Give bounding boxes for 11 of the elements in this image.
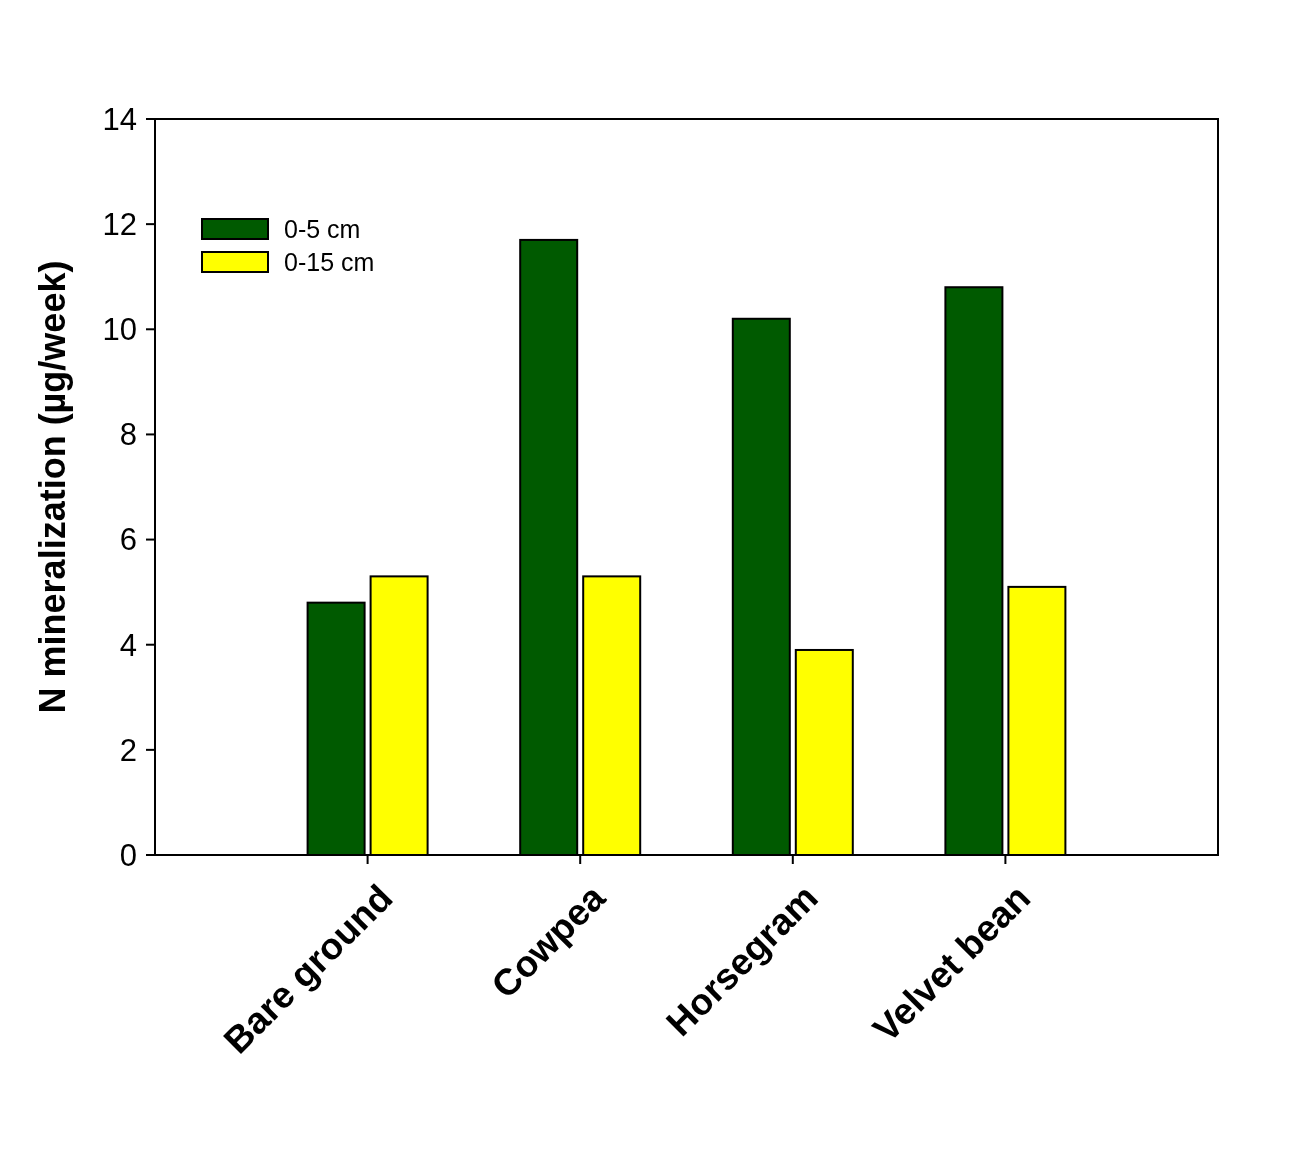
y-tick-label: 14 — [102, 101, 137, 137]
y-tick-label: 12 — [102, 206, 137, 242]
y-tick-label: 0 — [119, 837, 137, 873]
y-tick-label: 4 — [119, 627, 137, 663]
y-tick-label: 6 — [119, 522, 137, 558]
legend-label: 0-5 cm — [284, 214, 361, 243]
y-tick-label: 10 — [102, 312, 137, 348]
y-tick-label: 2 — [119, 732, 137, 768]
y-tick-label: 8 — [119, 417, 137, 453]
legend-label: 0-15 cm — [284, 247, 375, 276]
y-axis-title: N mineralization (µg/week) — [31, 260, 73, 714]
